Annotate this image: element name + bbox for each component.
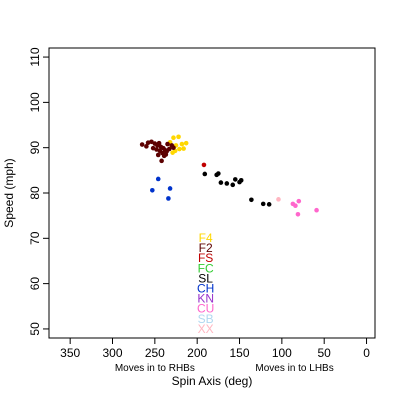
point-f2 bbox=[166, 146, 172, 152]
x-tick-label: 50 bbox=[318, 346, 332, 360]
point-f4 bbox=[183, 140, 189, 146]
point-fs bbox=[201, 162, 207, 168]
legend-entry-cu: CU bbox=[197, 302, 214, 316]
annotations: Moves in to RHBs Moves in to LHBs bbox=[115, 363, 334, 374]
point-sl bbox=[202, 171, 208, 177]
y-tick-label: 110 bbox=[28, 47, 42, 66]
legend-entry-fc: FC bbox=[198, 261, 214, 275]
point-sl bbox=[224, 181, 230, 186]
point-f2 bbox=[156, 140, 162, 146]
point-f2 bbox=[161, 153, 167, 159]
point-sl bbox=[249, 197, 254, 203]
point-xx bbox=[276, 197, 281, 202]
point-ch bbox=[155, 176, 161, 182]
x-axis-title: Spin Axis (deg) bbox=[172, 374, 253, 388]
point-sl bbox=[266, 202, 272, 207]
legend-entry-sb: SB bbox=[198, 312, 214, 326]
y-tick-label: 100 bbox=[28, 92, 42, 112]
point-f4 bbox=[179, 141, 185, 147]
x-tick-label: 200 bbox=[187, 346, 207, 360]
legend-entry-ch: CH bbox=[197, 282, 214, 296]
axis-annotation: Moves in to LHBs bbox=[255, 363, 333, 374]
point-cu bbox=[293, 203, 298, 208]
y-tick-label: 90 bbox=[28, 141, 42, 155]
x-tick-label: 350 bbox=[60, 346, 80, 360]
point-f2 bbox=[159, 158, 164, 164]
y-tick-label: 80 bbox=[28, 186, 42, 200]
legend-entry-f4: F4 bbox=[199, 231, 213, 245]
legend-entry-sl: SL bbox=[198, 271, 213, 285]
y-axis-title: Speed (mph) bbox=[2, 158, 16, 227]
legend-entry-xx: XX bbox=[198, 322, 214, 336]
point-f2 bbox=[155, 152, 161, 158]
point-f2 bbox=[144, 144, 149, 149]
point-f2 bbox=[149, 139, 154, 145]
point-ch bbox=[167, 186, 173, 191]
point-f2 bbox=[171, 145, 176, 150]
point-f4 bbox=[170, 150, 175, 155]
y-axis: 50 60 70 80 90 100 110 bbox=[28, 47, 49, 336]
x-tick-label: 100 bbox=[272, 346, 292, 360]
legend-entry-kn: KN bbox=[197, 292, 214, 306]
point-sl bbox=[230, 182, 236, 188]
y-tick-label: 70 bbox=[28, 231, 42, 245]
point-f2 bbox=[139, 142, 145, 147]
point-f4 bbox=[181, 146, 186, 151]
x-tick-label: 0 bbox=[363, 346, 370, 360]
x-tick-label: 150 bbox=[230, 346, 250, 360]
legend-entry-fs: FS bbox=[198, 251, 213, 265]
point-sl bbox=[216, 171, 221, 176]
point-sl bbox=[260, 201, 266, 207]
axis-annotation: Moves in to RHBs bbox=[115, 363, 195, 374]
point-ch bbox=[166, 196, 171, 201]
point-ch bbox=[150, 187, 155, 193]
x-tick-label: 300 bbox=[102, 346, 122, 360]
point-cu bbox=[295, 211, 301, 217]
point-sl bbox=[218, 180, 224, 185]
data-points bbox=[139, 134, 319, 217]
y-tick-label: 60 bbox=[28, 277, 42, 291]
legend-entry-f2: F2 bbox=[199, 241, 213, 255]
point-f4 bbox=[177, 146, 182, 152]
point-f4 bbox=[176, 134, 181, 140]
point-cu bbox=[314, 207, 319, 213]
point-f4 bbox=[171, 135, 176, 141]
y-tick-label: 50 bbox=[28, 322, 42, 336]
point-f2 bbox=[165, 141, 170, 147]
x-tick-label: 250 bbox=[145, 346, 165, 360]
point-cu bbox=[296, 198, 302, 204]
x-axis: 350 300 250 200 150 100 50 0 bbox=[60, 338, 370, 360]
point-sl bbox=[238, 178, 244, 183]
point-sl bbox=[232, 177, 238, 182]
